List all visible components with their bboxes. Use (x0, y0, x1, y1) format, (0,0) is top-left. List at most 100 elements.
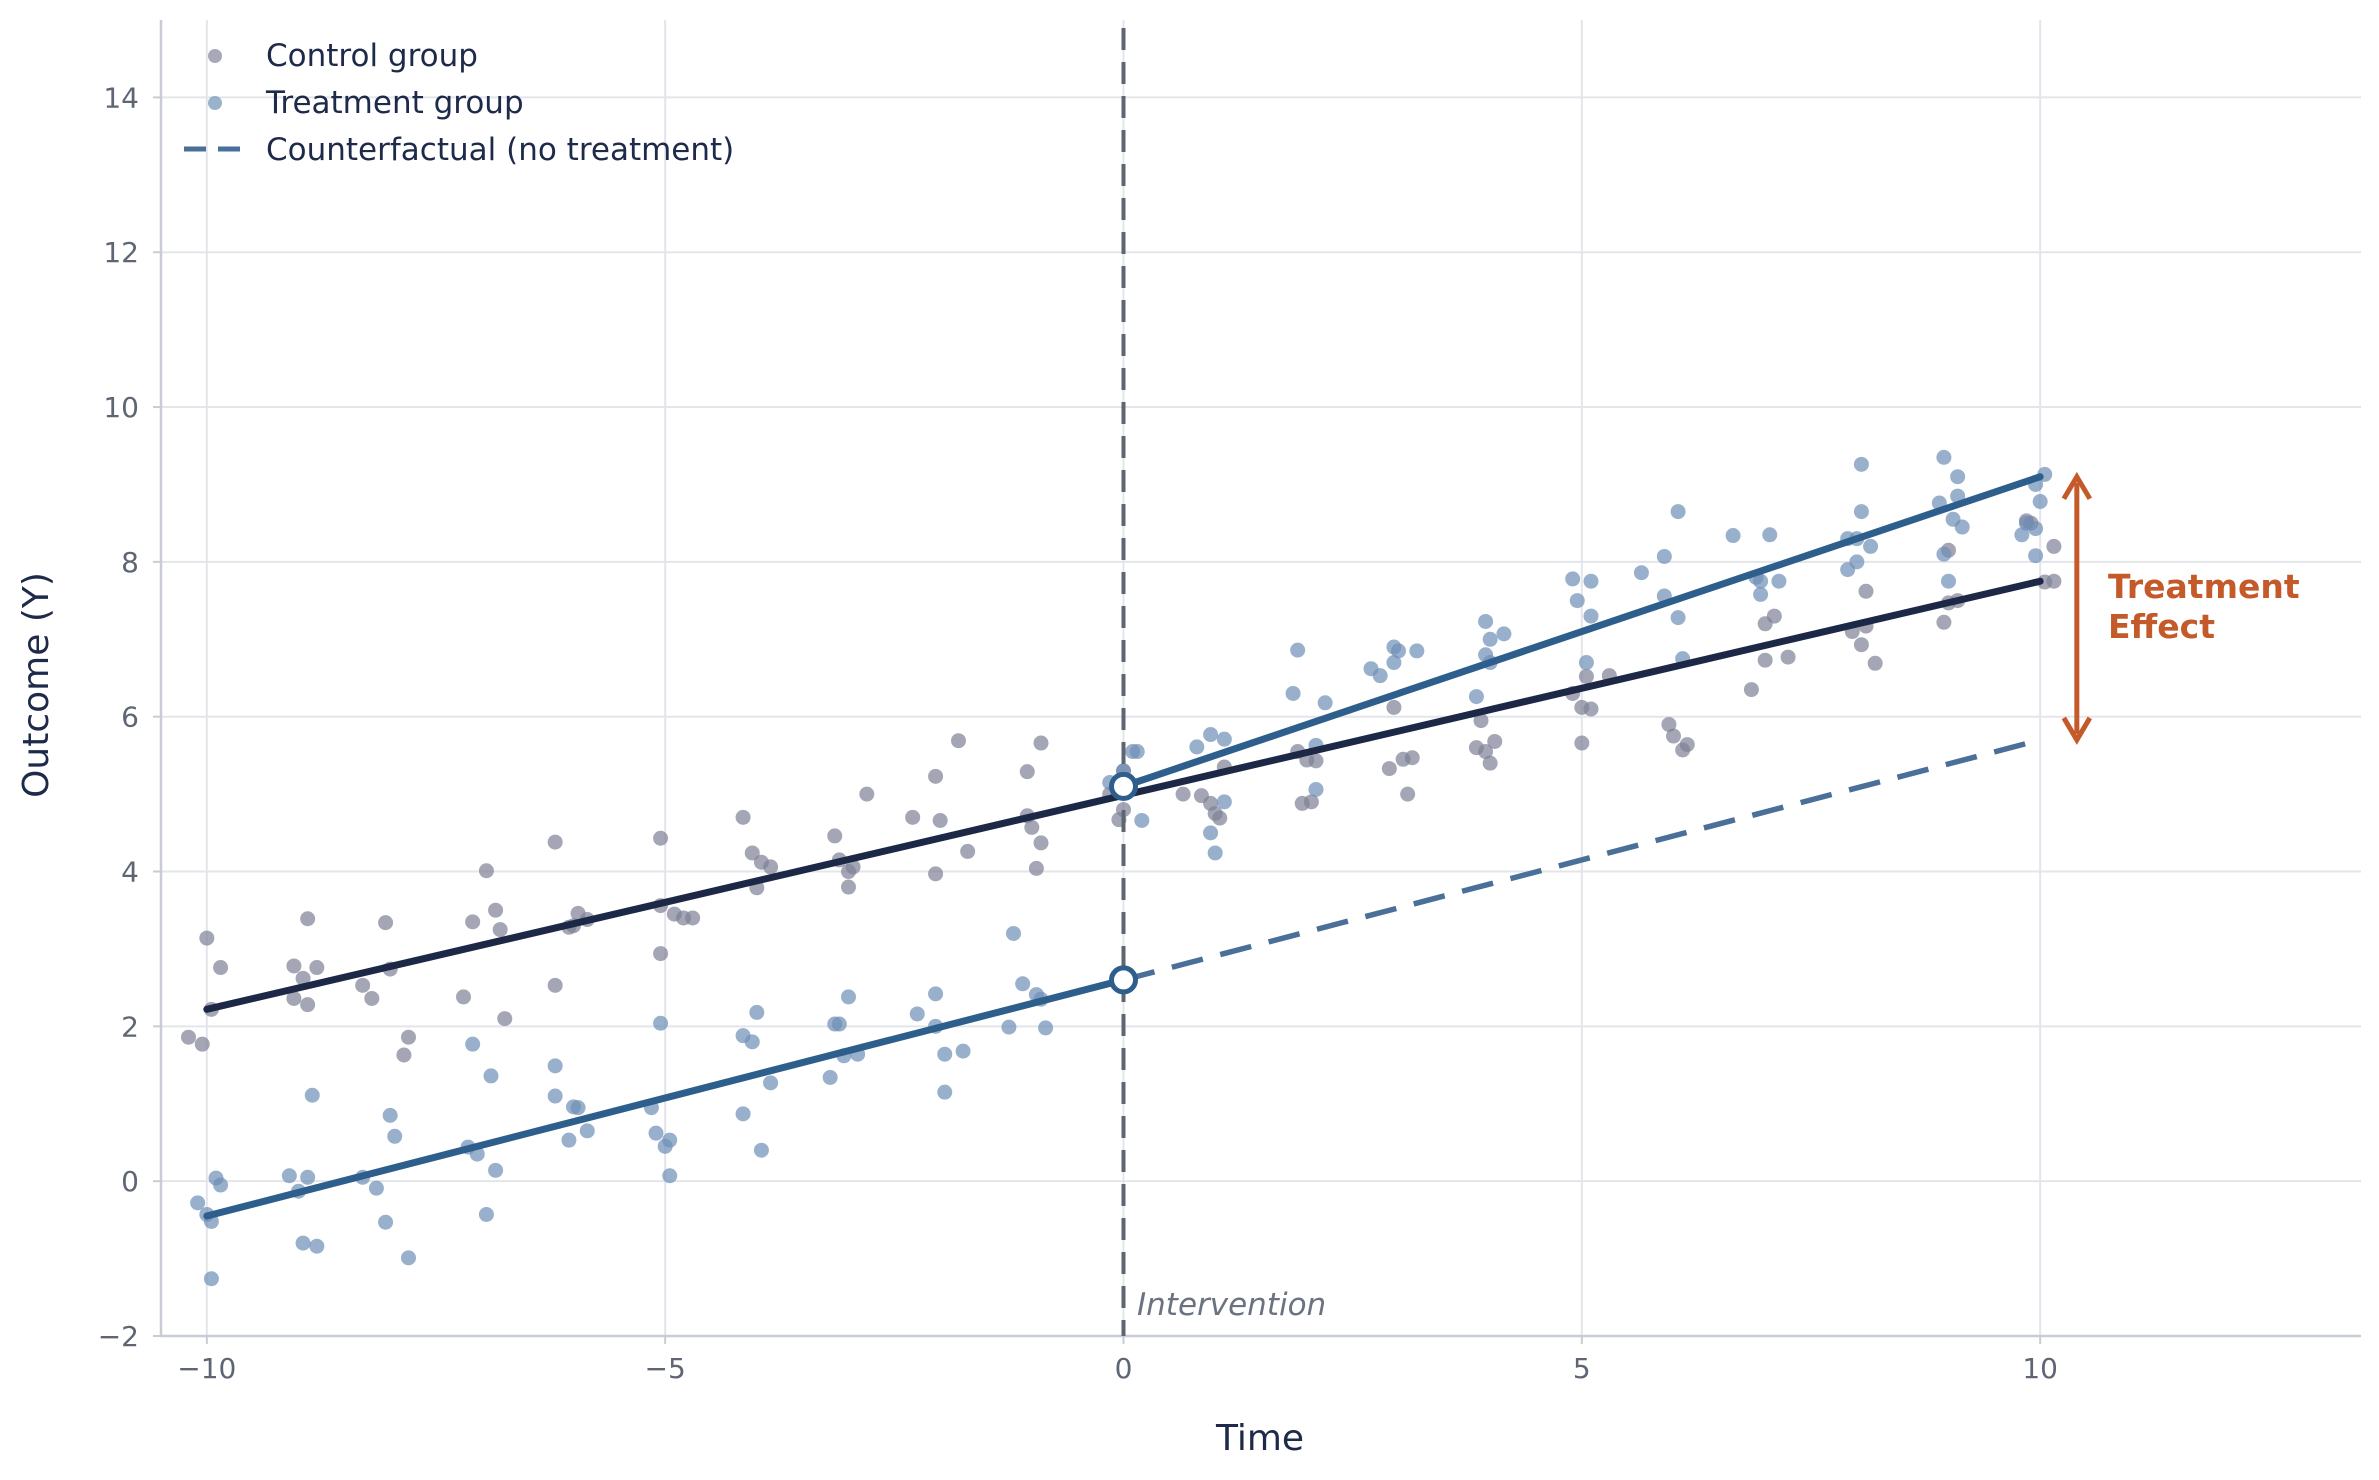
treatment-point-91 (1583, 608, 1599, 624)
treatment-point-36 (735, 1106, 751, 1122)
treatment-point-46 (841, 989, 856, 1005)
counterfactual-line (1122, 737, 2041, 983)
treatment-point-66 (1203, 727, 1219, 743)
control-point-96 (1766, 608, 1782, 624)
effect-arrow-head-bottom (2061, 716, 2092, 745)
y-axis-title: Outcome (Y) (16, 572, 57, 798)
treatment-point-115 (1941, 573, 1956, 589)
control-point-110 (2046, 573, 2062, 589)
legend: Control group Treatment group Counterfac… (184, 38, 734, 168)
treatment-point-54 (1001, 1019, 1017, 1035)
control-point-2 (199, 930, 215, 946)
treatment-point-13 (368, 1180, 384, 1196)
control-point-85 (1574, 735, 1590, 751)
x-tick-label-2: 0 (1115, 1352, 1133, 1385)
treatment-point-0 (190, 1195, 206, 1211)
open-circle-marker-1 (1109, 965, 1138, 995)
x-tick-label-0: −10 (177, 1352, 236, 1385)
y-tick-label-3: 4 (121, 856, 139, 889)
control-point-19 (478, 863, 494, 879)
control-point-23 (547, 834, 563, 850)
control-point-22 (497, 1011, 513, 1027)
control-point-77 (1404, 750, 1420, 766)
treatment-point-10 (304, 1087, 320, 1103)
treatment-point-28 (570, 1100, 586, 1116)
treatment-point-68 (1207, 845, 1223, 861)
treatment-point-104 (1771, 573, 1787, 589)
treatment-point-23 (488, 1162, 504, 1178)
control-point-99 (1853, 637, 1869, 653)
treatment-points (190, 449, 2053, 1287)
control-point-39 (763, 859, 779, 875)
treatment-point-65 (1189, 739, 1205, 755)
treatment-point-118 (1950, 469, 1966, 485)
control-point-50 (951, 733, 966, 749)
control-point-57 (1033, 835, 1049, 851)
y-tick-label-2: 2 (121, 1010, 139, 1043)
control-point-43 (841, 879, 856, 895)
x-tick-labels: −10 −5 0 5 10 (177, 1336, 2058, 1385)
treatment-effect-label-line1: Treatment (2108, 567, 2300, 606)
treatment-point-84 (1478, 613, 1494, 629)
legend-treatment-label: Treatment group (265, 85, 524, 121)
treatment-point-125 (2032, 494, 2048, 510)
grid-lines (161, 20, 2361, 1337)
control-point-40 (827, 828, 843, 844)
treatment-point-44 (831, 1016, 847, 1032)
control-point-100 (1858, 583, 1874, 599)
control-point-34 (685, 910, 701, 926)
x-tick-label-3: 5 (1573, 1352, 1591, 1385)
treatment-point-55 (1006, 925, 1021, 941)
treatment-point-90 (1578, 655, 1594, 671)
treatment-point-72 (1290, 642, 1306, 658)
control-point-24 (547, 977, 563, 993)
control-point-16 (401, 1029, 416, 1045)
treatment-point-6 (281, 1168, 297, 1184)
treatment-point-119 (1954, 519, 1970, 535)
treatment-pre-trend-line (203, 976, 1127, 1220)
treatment-point-35 (662, 1168, 678, 1184)
treatment-point-51 (937, 1046, 953, 1062)
control-point-93 (1743, 682, 1759, 698)
control-point-54 (1024, 819, 1040, 835)
treatment-point-8 (295, 1235, 311, 1251)
treatment-effect-label-line2: Effect (2108, 607, 2215, 646)
treatment-point-107 (1849, 554, 1865, 570)
treatment-point-71 (1285, 685, 1301, 701)
treatment-point-99 (1725, 528, 1741, 544)
treatment-point-17 (401, 1250, 416, 1266)
treatment-point-86 (1482, 631, 1498, 647)
treatment-point-77 (1372, 668, 1388, 684)
treatment-point-88 (1565, 571, 1581, 587)
treatment-point-14 (378, 1214, 394, 1230)
treatment-point-9 (300, 1169, 316, 1185)
treatment-point-113 (1936, 449, 1952, 465)
control-point-86 (1578, 668, 1594, 684)
treatment-point-25 (547, 1058, 563, 1074)
control-point-7 (295, 970, 311, 986)
y-tick-label-1: 0 (121, 1165, 139, 1198)
treatment-point-120 (2014, 527, 2030, 543)
control-point-48 (928, 866, 944, 882)
treatment-point-26 (561, 1132, 577, 1148)
y-tick-label-6: 10 (103, 391, 139, 424)
axes (159, 20, 2361, 1338)
control-point-20 (488, 902, 504, 918)
legend-control-marker (208, 49, 222, 63)
control-point-35 (735, 809, 751, 825)
treatment-point-75 (1317, 695, 1333, 711)
treatment-point-110 (1853, 456, 1869, 472)
control-point-76 (1400, 786, 1416, 802)
treatment-point-24 (547, 1088, 563, 1104)
treatment-point-79 (1391, 643, 1406, 659)
treatment-point-42 (822, 1069, 838, 1085)
control-point-49 (932, 812, 948, 828)
treatment-point-70 (1216, 794, 1232, 810)
control-point-44 (845, 859, 861, 875)
control-point-51 (960, 843, 976, 859)
treatment-point-93 (1633, 565, 1649, 581)
control-point-6 (286, 990, 302, 1006)
treatment-point-20 (465, 1036, 481, 1052)
control-point-92 (1679, 737, 1695, 753)
treatment-point-41 (763, 1075, 779, 1091)
